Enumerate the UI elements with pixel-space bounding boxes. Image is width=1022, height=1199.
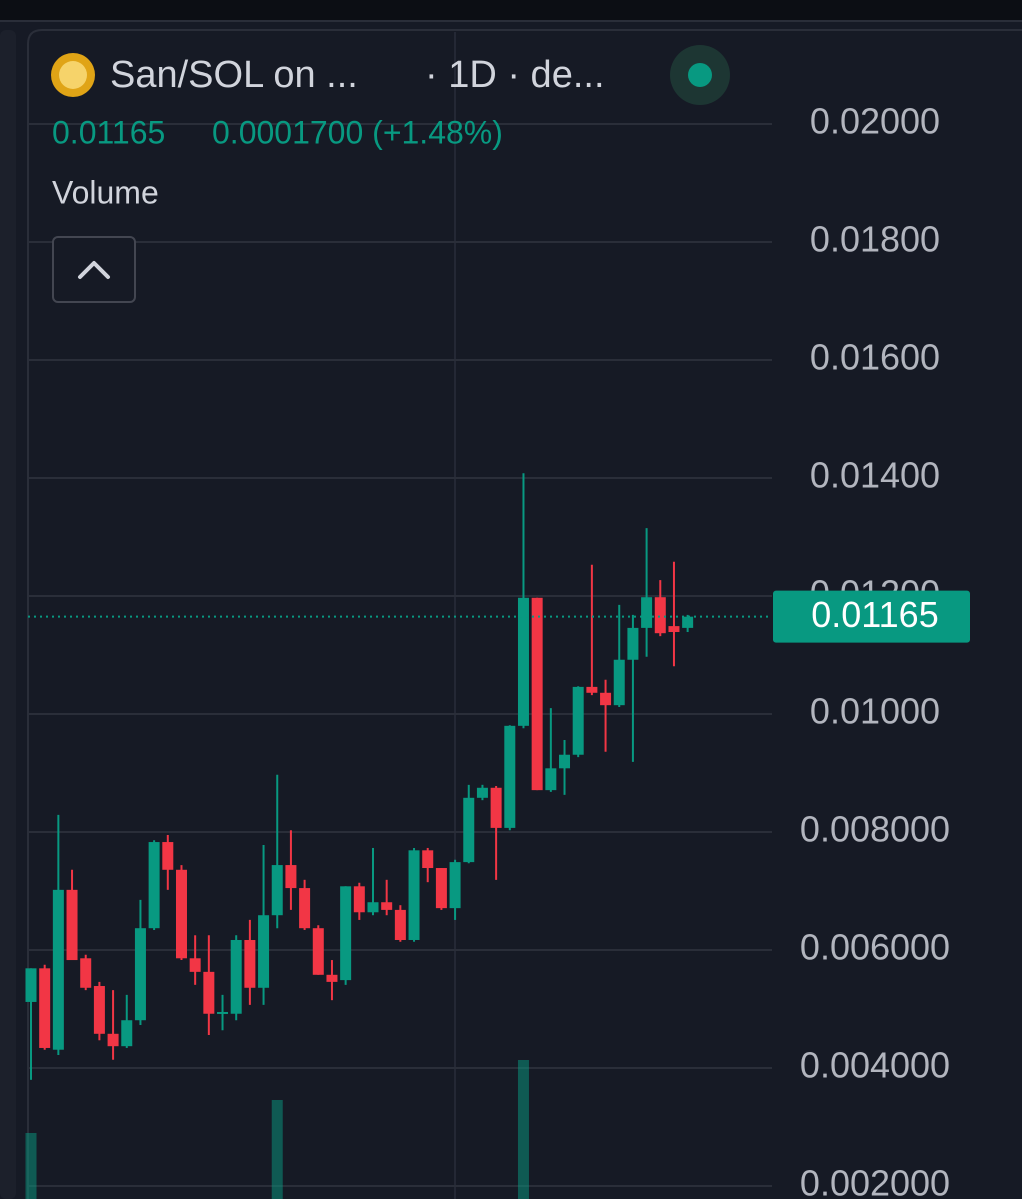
candle-body	[312, 928, 324, 975]
candle-body	[381, 902, 393, 910]
coin-icon-inner	[59, 61, 87, 89]
y-tick-label: 0.01400	[810, 455, 940, 496]
volume-bar	[517, 1060, 529, 1199]
subtitle: · 1D · de...	[425, 54, 605, 96]
candle-body	[80, 958, 92, 988]
candle-body	[668, 626, 680, 633]
candle-body	[394, 909, 406, 940]
y-tick-label: 0.004000	[800, 1045, 950, 1086]
candle-body	[121, 1020, 133, 1047]
candle-body	[435, 868, 447, 909]
y-tick-label: 0.01600	[810, 337, 940, 378]
volume-bar	[271, 1100, 283, 1199]
candle-body	[25, 968, 37, 1002]
price-axis: 0.020000.018000.016000.014000.012000.010…	[28, 101, 970, 1199]
y-tick-label: 0.01800	[810, 219, 940, 260]
candle-body	[476, 787, 488, 798]
grid	[28, 123, 772, 1188]
candle-body	[504, 725, 516, 828]
y-tick-label: 0.002000	[800, 1163, 950, 1199]
candle-body	[408, 850, 420, 940]
y-tick-label: 0.008000	[800, 809, 950, 850]
candle-body	[449, 862, 461, 909]
candle-body	[175, 869, 187, 959]
last-price-label: 0.01165	[811, 594, 938, 635]
candles	[25, 473, 694, 1080]
candle-body	[367, 902, 379, 913]
candle-body	[107, 1033, 119, 1047]
volume-bars	[25, 1060, 529, 1199]
candle-body	[244, 939, 256, 988]
candle-body	[654, 597, 666, 634]
candle-body	[66, 889, 78, 961]
candle-body	[340, 886, 352, 981]
volume-bar	[25, 1133, 37, 1199]
candle-body	[148, 842, 160, 929]
y-tick-label: 0.02000	[810, 101, 940, 142]
last-price-tag	[773, 590, 970, 643]
candle-body	[613, 659, 625, 706]
collapse-button[interactable]	[52, 236, 136, 303]
candle-body	[531, 597, 543, 791]
top-bar	[0, 0, 1022, 20]
candle-body	[203, 971, 215, 1014]
y-tick-label: 0.006000	[800, 927, 950, 968]
candle-body	[490, 787, 502, 828]
status-dot	[688, 63, 712, 87]
candle-body	[285, 865, 297, 889]
candle-body	[258, 915, 270, 988]
candle-body	[353, 886, 365, 913]
candle-body	[586, 686, 598, 693]
candle-body	[134, 928, 146, 1021]
candle-body	[545, 768, 557, 791]
candle-body	[422, 850, 434, 869]
candle-body	[271, 865, 283, 916]
candle-body	[517, 597, 529, 726]
candle-body	[600, 692, 612, 706]
candle-body	[230, 939, 242, 1014]
pane-border	[27, 29, 1022, 1199]
left-panel	[0, 30, 16, 1199]
candle-body	[39, 968, 51, 1048]
price: 0.01165	[52, 114, 165, 150]
candle-body	[559, 754, 571, 769]
candle-body	[627, 627, 639, 660]
candle-body	[326, 974, 338, 982]
candle-body	[299, 888, 311, 929]
candle-body	[162, 842, 174, 870]
chevron-up	[78, 261, 110, 279]
candle-body	[93, 986, 105, 1034]
candle-body	[641, 597, 653, 628]
candle-body	[189, 958, 201, 972]
candle-body	[682, 616, 694, 628]
change: 0.0001700 (+1.48%)	[212, 114, 503, 150]
candle-body	[52, 889, 64, 1050]
candle-body	[463, 797, 475, 863]
title: San/SOL on ...	[110, 54, 358, 96]
candle-body	[217, 1011, 229, 1014]
y-tick-label: 0.01000	[810, 691, 940, 732]
legend: San/SOL on ... · 1D · de... 0.01165 0.00…	[51, 45, 730, 303]
candle-body	[572, 686, 584, 755]
volume-title: Volume	[52, 174, 159, 210]
